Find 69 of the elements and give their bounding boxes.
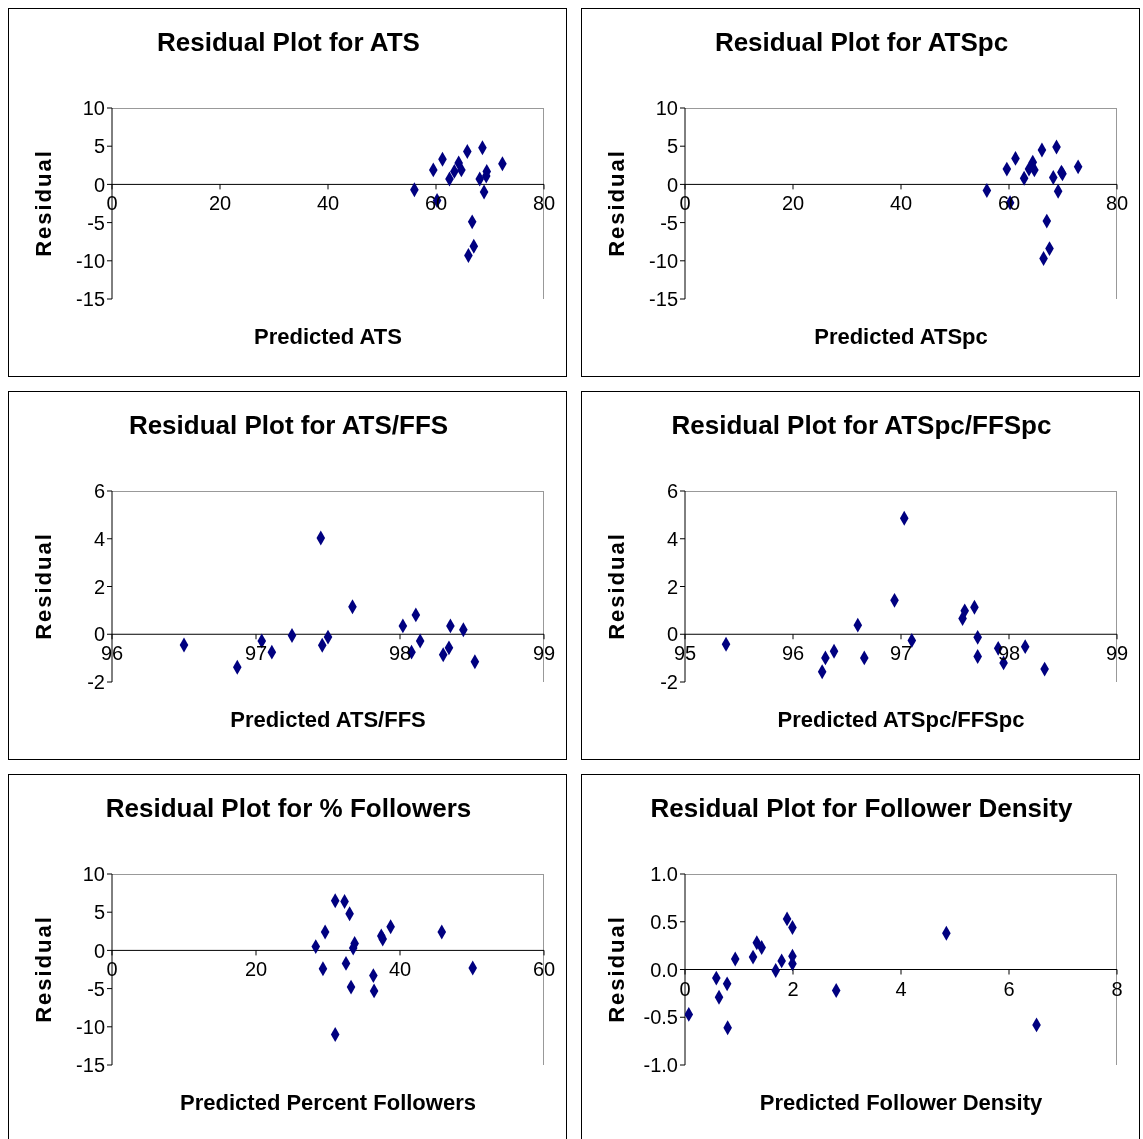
x-axis-title: Predicted ATSpc/FFSpc xyxy=(776,707,1026,733)
y-tick-label: -2 xyxy=(87,671,105,694)
y-tick-label: -2 xyxy=(660,671,678,694)
y-tick-label: 4 xyxy=(93,527,105,550)
y-tick-label: 10 xyxy=(82,863,105,886)
y-tick-label: 5 xyxy=(93,135,105,158)
x-axis-title: Predicted ATSpc xyxy=(813,324,989,350)
y-tick-label: 2 xyxy=(666,575,678,598)
x-axis-title: Predicted Follower Density xyxy=(758,1090,1044,1116)
x-tick-label: 20 xyxy=(244,958,268,981)
y-tick-label: -5 xyxy=(87,977,105,1000)
y-tick-label: 1.0 xyxy=(650,863,678,886)
y-tick-label: 0.0 xyxy=(650,958,678,981)
x-tick-label: 8 xyxy=(1111,977,1123,1000)
chart-title: Residual Plot for ATSpc/FFSpc xyxy=(670,410,1053,441)
x-tick-label: 80 xyxy=(532,192,556,215)
y-tick-label: 5 xyxy=(666,135,678,158)
x-tick-label: 96 xyxy=(781,642,805,665)
y-tick-label: 6 xyxy=(666,480,678,503)
x-tick-label: 40 xyxy=(316,192,340,215)
x-tick-label: 4 xyxy=(895,977,907,1000)
y-tick-label: -5 xyxy=(660,211,678,234)
x-tick-label: 98 xyxy=(997,642,1021,665)
y-tick-label: -10 xyxy=(649,249,678,272)
y-tick-label: 10 xyxy=(82,97,105,120)
y-tick-label: 4 xyxy=(666,527,678,550)
x-tick-label: 2 xyxy=(787,977,799,1000)
y-axis-title: Residual xyxy=(31,530,57,642)
x-tick-label: 97 xyxy=(244,642,268,665)
chart-title: Residual Plot for ATS xyxy=(156,27,421,58)
x-tick-label: 99 xyxy=(1105,642,1129,665)
y-axis-title: Residual xyxy=(31,913,57,1025)
x-tick-label: 80 xyxy=(1105,192,1129,215)
y-tick-label: 2 xyxy=(93,575,105,598)
y-tick-label: -5 xyxy=(87,211,105,234)
chart-title: Residual Plot for ATS/FFS xyxy=(127,410,450,441)
y-tick-label: -15 xyxy=(76,288,105,311)
y-tick-label: 5 xyxy=(93,901,105,924)
x-axis-title: Predicted ATS/FFS xyxy=(229,707,427,733)
x-axis-title: Predicted Percent Followers xyxy=(179,1090,477,1116)
x-tick-label: 40 xyxy=(388,958,412,981)
x-tick-label: 97 xyxy=(889,642,913,665)
y-tick-label: -10 xyxy=(76,1015,105,1038)
x-axis-title: Predicted ATS xyxy=(253,324,403,350)
y-tick-label: -10 xyxy=(76,249,105,272)
x-tick-label: 6 xyxy=(1003,977,1015,1000)
y-tick-label: -15 xyxy=(76,1054,105,1077)
x-tick-label: 60 xyxy=(424,192,448,215)
y-tick-label: 6 xyxy=(93,480,105,503)
y-tick-label: 0 xyxy=(666,173,678,196)
y-tick-label: -0.5 xyxy=(643,1006,678,1029)
y-tick-label: -15 xyxy=(649,288,678,311)
chart-title: Residual Plot for Follower Density xyxy=(649,793,1074,824)
x-tick-label: 99 xyxy=(532,642,556,665)
x-tick-label: 60 xyxy=(532,958,556,981)
x-tick-label: 40 xyxy=(889,192,913,215)
y-tick-label: -1.0 xyxy=(643,1054,678,1077)
y-tick-label: 0.5 xyxy=(650,910,678,933)
chart-title: Residual Plot for ATSpc xyxy=(713,27,1010,58)
x-tick-label: 20 xyxy=(208,192,232,215)
y-tick-label: 0 xyxy=(93,939,105,962)
y-axis-title: Residual xyxy=(31,147,57,259)
y-axis-title: Residual xyxy=(604,913,630,1025)
y-tick-label: 10 xyxy=(655,97,678,120)
y-axis-title: Residual xyxy=(604,530,630,642)
chart-title: Residual Plot for % Followers xyxy=(104,793,473,824)
y-axis-title: Residual xyxy=(604,147,630,259)
y-tick-label: 0 xyxy=(93,173,105,196)
x-tick-label: 20 xyxy=(781,192,805,215)
